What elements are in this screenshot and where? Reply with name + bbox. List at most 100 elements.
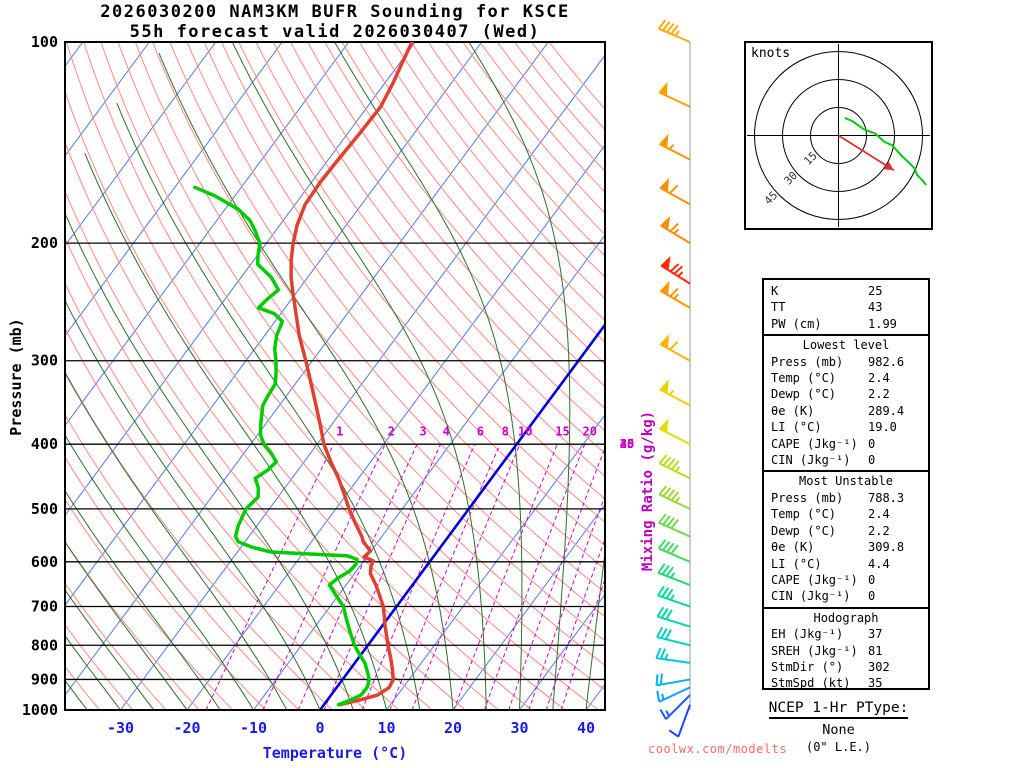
stat-row: StmSpd (kt) 35 — [764, 675, 928, 691]
stat-label: θe (K) — [771, 540, 815, 555]
wind-barb — [659, 177, 691, 206]
dry-adiabat-line — [410, 42, 605, 278]
dry-adiabat-line — [479, 42, 605, 194]
stat-label: EH (Jkg⁻¹) — [771, 627, 844, 642]
dry-adiabat-line — [65, 236, 433, 710]
moist-adiabat-line — [65, 634, 121, 710]
stat-value: 81 — [868, 643, 883, 658]
moist-adiabat-line — [468, 42, 571, 710]
wind-barb — [659, 334, 691, 362]
dry-adiabat-line — [65, 326, 366, 710]
isotherm-line — [65, 42, 549, 696]
moist-adiabat-line — [585, 548, 605, 710]
dry-adiabat-line — [65, 141, 499, 710]
dry-adiabat-line — [152, 42, 605, 618]
mixing-ratio-label: 8 — [502, 425, 509, 439]
stat-label: CAPE (Jkg⁻¹) — [771, 572, 858, 587]
stat-value: 302 — [868, 659, 890, 674]
temperature-tick-label: 10 — [377, 719, 395, 737]
stat-row: Temp (°C) 2.4 — [764, 506, 928, 522]
stat-label: Temp (°C) — [771, 507, 837, 522]
stat-row: CAPE (Jkg⁻¹) 0 — [764, 436, 928, 452]
temperature-tick-label: -20 — [173, 719, 200, 737]
pressure-tick-label: 400 — [31, 435, 58, 453]
moist-adiabat-line — [65, 589, 155, 710]
wind-barb — [658, 454, 691, 480]
stat-label: CAPE (Jkg⁻¹) — [771, 436, 858, 451]
dry-adiabat-line — [83, 42, 599, 710]
temperature-tick-label: 30 — [510, 719, 528, 737]
wind-barb — [659, 694, 691, 720]
stat-value: 0 — [868, 572, 876, 587]
stat-row: SREH (Jkg⁻¹) 81 — [764, 643, 928, 659]
dry-adiabat-line — [65, 189, 466, 710]
mixing-ratio-axis-label: Mixing Ratio (g/kg) — [640, 410, 656, 572]
wind-barb — [655, 647, 691, 664]
stat-row: EH (Jkg⁻¹) 37 — [764, 626, 928, 642]
ptype-heading: NCEP 1-Hr PType: — [768, 700, 909, 719]
pressure-tick-label: 100 — [31, 33, 58, 51]
moist-adiabat-line — [65, 371, 288, 710]
temperature-tick-label: 40 — [577, 719, 595, 737]
isotherm-line — [120, 54, 605, 710]
wind-barb — [655, 673, 691, 687]
hodograph-ring — [810, 107, 867, 164]
stat-value: 19.0 — [868, 420, 897, 435]
wind-barb — [660, 256, 691, 285]
wind-barb — [658, 81, 691, 108]
stats-panel: K 25 TT 43 PW (cm) 1.99 Lowest level Press (mb)… — [762, 278, 930, 690]
dry-adiabat-line — [65, 456, 267, 710]
stat-row: Temp (°C) 2.4 — [764, 370, 928, 386]
pressure-tick-label: 700 — [31, 598, 58, 616]
stat-label: CIN (Jkg⁻¹) — [771, 453, 851, 468]
dry-adiabat-line — [65, 540, 200, 710]
wind-barb — [657, 539, 691, 563]
stat-row: LI (°C) 4.4 — [764, 556, 928, 572]
stat-row: θe (K) 309.8 — [764, 539, 928, 555]
dry-adiabat-line — [65, 42, 566, 710]
moist-adiabat-line — [116, 103, 421, 710]
dry-adiabat-line — [376, 42, 605, 322]
stat-label: Dewp (°C) — [771, 523, 837, 538]
isotherm-line — [452, 503, 605, 710]
stat-label: Press (mb) — [771, 490, 844, 505]
moist-adiabat-line — [65, 541, 188, 710]
pressure-tick-label: 600 — [31, 553, 58, 571]
hodograph-trace — [844, 117, 927, 186]
wind-barb — [656, 606, 691, 628]
pressure-tick-label: 300 — [31, 352, 58, 370]
dry-adiabat-line — [65, 498, 233, 710]
ptype-value: None — [822, 722, 855, 738]
chart-title: 2026030200 NAM3KM BUFR Sounding for KSCE — [100, 2, 570, 22]
mixing-ratio-label: 2 — [388, 425, 395, 439]
stat-row: Press (mb) 788.3 — [764, 490, 928, 506]
dry-adiabat-line — [238, 42, 605, 500]
stat-label: TT — [771, 300, 786, 315]
wind-barb — [668, 704, 691, 738]
moist-adiabat-line — [231, 42, 487, 710]
isotherm-line — [519, 593, 605, 710]
dry-adiabat-line — [324, 42, 605, 387]
stat-value: 2.4 — [868, 371, 890, 386]
moist-adiabat-line — [65, 212, 354, 710]
stat-row: CIN (Jkg⁻¹) 0 — [764, 588, 928, 604]
stat-row: CAPE (Jkg⁻¹) 0 — [764, 572, 928, 588]
mixing-ratio-label: 6 — [477, 425, 484, 439]
isotherm-line — [65, 42, 483, 607]
stats-section: Hodograph EH (Jkg⁻¹) 37 SREH (Jkg⁻¹) 81 StmDi… — [764, 606, 928, 692]
stat-value: 2.2 — [868, 387, 890, 402]
wind-barb — [658, 418, 691, 446]
dry-adiabat-line — [393, 42, 605, 300]
stat-label: LI (°C) — [771, 420, 822, 435]
stat-row: TT 43 — [764, 299, 928, 315]
stat-label: StmDir (°) — [771, 659, 844, 674]
wind-barb — [659, 379, 691, 407]
stat-row: θe (K) 289.4 — [764, 403, 928, 419]
temperature-tick-label: 0 — [315, 719, 324, 737]
mixing-ratio-label: 1 — [336, 425, 343, 439]
stat-value: 4.4 — [868, 556, 890, 571]
wind-barb — [660, 215, 691, 244]
